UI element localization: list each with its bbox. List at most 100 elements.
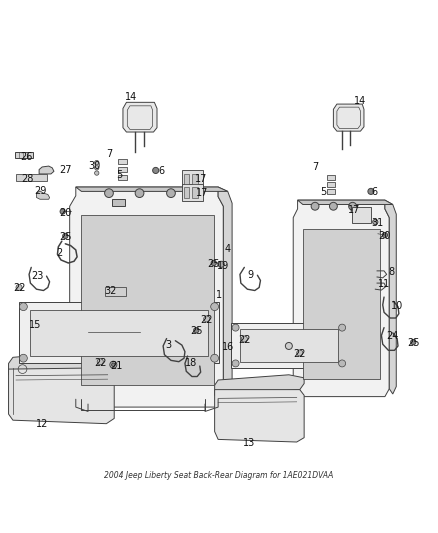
Circle shape (339, 360, 346, 367)
Polygon shape (293, 200, 389, 397)
Polygon shape (297, 200, 393, 205)
Circle shape (97, 359, 103, 365)
Text: 6: 6 (158, 166, 164, 176)
Circle shape (339, 324, 346, 331)
Bar (327, 175, 335, 180)
Text: 25: 25 (59, 232, 71, 242)
Circle shape (60, 209, 65, 214)
Text: 8: 8 (389, 266, 395, 277)
Polygon shape (9, 350, 114, 375)
Circle shape (19, 354, 27, 362)
Circle shape (349, 203, 357, 210)
Circle shape (19, 303, 27, 311)
Text: 5: 5 (117, 170, 123, 180)
Circle shape (105, 189, 113, 198)
Text: 3: 3 (166, 340, 172, 350)
Text: 22: 22 (293, 349, 306, 359)
Bar (118, 159, 127, 164)
Text: 24: 24 (387, 332, 399, 341)
Polygon shape (333, 104, 364, 131)
Circle shape (16, 285, 22, 290)
Circle shape (63, 233, 68, 239)
Text: 23: 23 (32, 271, 44, 281)
Circle shape (329, 203, 337, 210)
Text: 27: 27 (59, 165, 71, 175)
Polygon shape (30, 310, 208, 356)
Bar (118, 175, 127, 180)
Polygon shape (81, 215, 214, 385)
Text: 13: 13 (244, 438, 256, 448)
Circle shape (112, 363, 115, 367)
Circle shape (286, 343, 292, 350)
Polygon shape (14, 152, 33, 158)
Text: 16: 16 (222, 342, 234, 352)
Text: 11: 11 (378, 279, 390, 289)
Text: 22: 22 (201, 315, 213, 325)
Text: 22: 22 (94, 358, 106, 368)
Bar (352, 207, 371, 223)
Circle shape (204, 316, 210, 322)
Polygon shape (9, 368, 114, 424)
Text: 19: 19 (217, 261, 230, 271)
Polygon shape (76, 187, 228, 191)
Polygon shape (385, 200, 396, 394)
Text: 25: 25 (190, 326, 202, 336)
Circle shape (241, 336, 247, 342)
Polygon shape (123, 102, 157, 132)
Circle shape (368, 188, 374, 195)
Text: 21: 21 (110, 361, 123, 371)
Polygon shape (303, 229, 380, 379)
Circle shape (382, 232, 388, 238)
Text: 26: 26 (20, 152, 32, 163)
Text: 12: 12 (36, 419, 48, 429)
Circle shape (211, 261, 216, 265)
Bar (192, 188, 198, 198)
Bar (16, 174, 47, 181)
Text: 17: 17 (196, 188, 208, 198)
Polygon shape (70, 187, 223, 407)
Text: 29: 29 (35, 187, 47, 196)
Circle shape (95, 160, 99, 165)
Polygon shape (19, 302, 219, 364)
Text: 2: 2 (57, 248, 63, 259)
Text: 32: 32 (105, 286, 117, 295)
Text: 30: 30 (88, 161, 101, 171)
Polygon shape (215, 390, 304, 442)
Bar (182, 171, 203, 187)
Text: 10: 10 (391, 301, 403, 311)
Text: 25: 25 (208, 260, 220, 269)
Text: 17: 17 (194, 174, 207, 184)
Bar (184, 188, 189, 198)
Circle shape (95, 166, 99, 170)
Bar (327, 182, 335, 187)
Text: 28: 28 (21, 174, 34, 184)
Text: 15: 15 (29, 320, 42, 330)
Text: 7: 7 (106, 149, 112, 159)
Circle shape (166, 189, 175, 198)
Circle shape (411, 340, 416, 345)
Text: 20: 20 (59, 208, 71, 218)
Text: 2004 Jeep Liberty Seat Back-Rear Diagram for 1AE021DVAA: 2004 Jeep Liberty Seat Back-Rear Diagram… (104, 471, 334, 480)
Polygon shape (215, 375, 304, 395)
Text: 9: 9 (247, 270, 254, 280)
Polygon shape (112, 199, 125, 206)
Circle shape (135, 189, 144, 198)
Text: 6: 6 (371, 187, 378, 197)
Text: 25: 25 (407, 338, 420, 348)
Circle shape (232, 360, 239, 367)
Text: 14: 14 (353, 95, 366, 106)
Circle shape (110, 361, 117, 368)
Circle shape (218, 261, 224, 268)
Bar (327, 189, 335, 193)
Text: 20: 20 (379, 231, 391, 241)
Circle shape (211, 354, 219, 362)
Circle shape (194, 328, 199, 333)
Polygon shape (36, 191, 49, 199)
Text: 5: 5 (320, 187, 326, 197)
Text: 18: 18 (184, 358, 197, 368)
Polygon shape (231, 323, 346, 368)
Bar (192, 174, 198, 184)
Text: 22: 22 (238, 335, 251, 345)
Bar (118, 167, 127, 172)
Bar (182, 184, 203, 201)
